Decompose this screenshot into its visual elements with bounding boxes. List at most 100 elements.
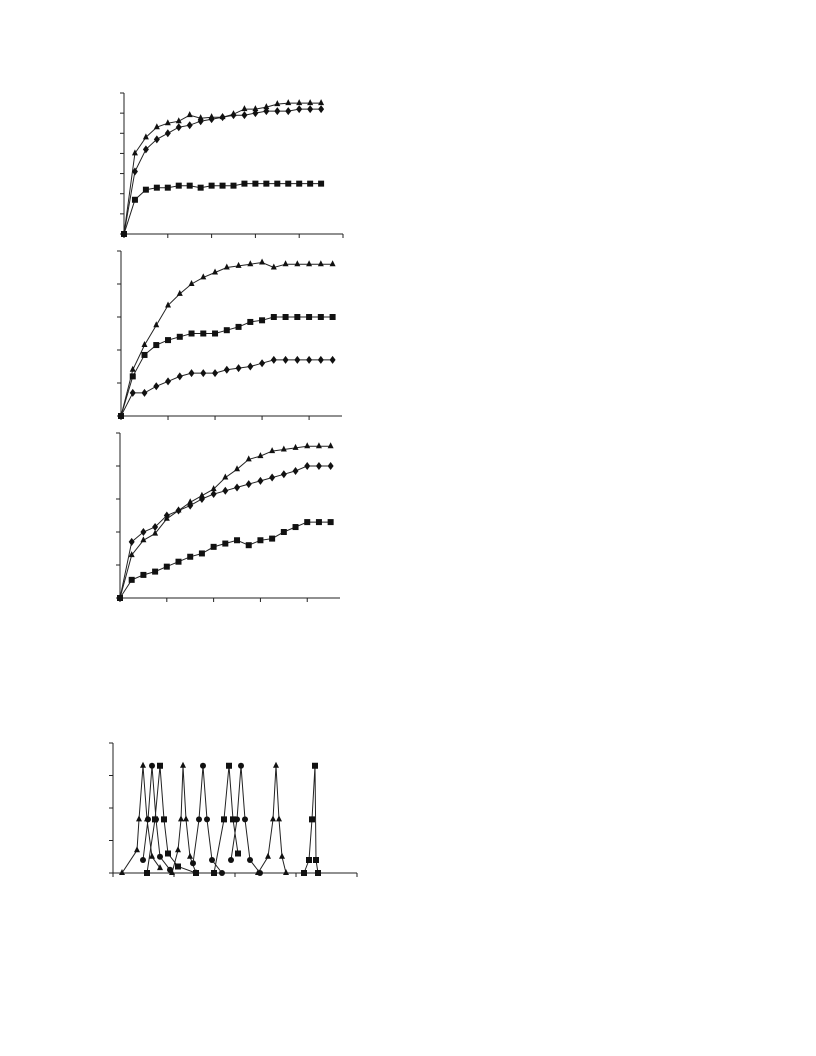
- marker: [257, 452, 264, 459]
- marker: [315, 442, 322, 449]
- marker: [129, 388, 136, 397]
- marker: [211, 870, 217, 876]
- marker: [270, 355, 277, 364]
- marker: [141, 341, 148, 348]
- marker: [282, 260, 289, 267]
- marker: [188, 280, 195, 286]
- marker: [296, 105, 303, 114]
- marker: [282, 314, 289, 320]
- marker: [263, 107, 270, 116]
- marker: [119, 869, 125, 875]
- marker: [318, 99, 325, 106]
- marker: [294, 260, 301, 267]
- marker: [153, 123, 160, 130]
- marker: [188, 369, 195, 378]
- marker: [241, 180, 248, 187]
- marker: [247, 260, 254, 267]
- marker: [175, 846, 181, 853]
- marker: [234, 537, 241, 544]
- marker: [219, 182, 226, 189]
- series-line: [120, 261, 333, 417]
- marker: [317, 260, 324, 267]
- marker: [212, 268, 219, 275]
- marker: [157, 864, 163, 871]
- marker: [157, 853, 163, 860]
- marker: [315, 462, 322, 470]
- marker: [186, 111, 193, 118]
- marker: [312, 762, 318, 769]
- marker: [245, 480, 252, 489]
- marker: [153, 342, 160, 349]
- marker: [212, 330, 219, 337]
- marker: [210, 485, 217, 492]
- marker: [318, 180, 325, 187]
- marker: [307, 99, 314, 106]
- marker: [327, 442, 334, 449]
- marker: [198, 491, 205, 498]
- marker: [304, 442, 311, 449]
- marker: [241, 105, 248, 112]
- marker: [315, 519, 322, 526]
- marker: [163, 511, 170, 520]
- marker: [152, 568, 159, 575]
- marker: [175, 863, 181, 870]
- marker: [175, 123, 182, 132]
- marker: [269, 535, 276, 542]
- marker: [140, 571, 147, 578]
- marker: [153, 184, 160, 191]
- marker: [175, 558, 182, 565]
- marker: [183, 815, 189, 822]
- marker: [200, 273, 207, 280]
- marker: [265, 852, 271, 859]
- marker: [280, 445, 287, 452]
- marker: [136, 815, 142, 822]
- marker: [140, 761, 146, 768]
- series-line: [123, 108, 322, 235]
- marker: [165, 377, 172, 386]
- series-line: [119, 465, 331, 599]
- marker: [141, 351, 148, 358]
- marker: [235, 261, 242, 268]
- marker: [257, 476, 264, 485]
- marker: [187, 852, 193, 859]
- marker: [279, 852, 285, 859]
- marker: [219, 870, 225, 876]
- marker: [259, 317, 266, 324]
- marker: [329, 260, 336, 267]
- marker: [140, 528, 147, 536]
- marker: [230, 182, 237, 189]
- marker: [221, 816, 227, 823]
- marker: [187, 498, 194, 505]
- marker: [292, 524, 299, 531]
- marker: [117, 595, 123, 601]
- marker: [242, 816, 248, 823]
- marker: [304, 519, 311, 526]
- series-line: [119, 521, 331, 599]
- marker: [257, 537, 264, 544]
- marker: [152, 523, 159, 532]
- marker: [200, 762, 206, 769]
- marker: [161, 816, 167, 823]
- marker: [235, 850, 241, 857]
- marker: [190, 860, 196, 867]
- marker: [200, 369, 207, 378]
- marker: [118, 412, 124, 420]
- marker: [163, 563, 170, 570]
- marker: [307, 180, 314, 187]
- marker: [175, 506, 182, 515]
- marker: [152, 816, 158, 823]
- marker: [164, 119, 171, 126]
- marker: [175, 117, 182, 124]
- marker: [128, 537, 135, 546]
- marker: [121, 231, 127, 237]
- marker: [169, 869, 175, 875]
- marker: [204, 816, 210, 823]
- marker: [200, 330, 207, 337]
- marker: [129, 373, 136, 380]
- marker: [235, 323, 242, 330]
- marker: [270, 263, 277, 270]
- marker: [241, 111, 248, 120]
- marker: [296, 99, 303, 106]
- marker: [274, 100, 281, 107]
